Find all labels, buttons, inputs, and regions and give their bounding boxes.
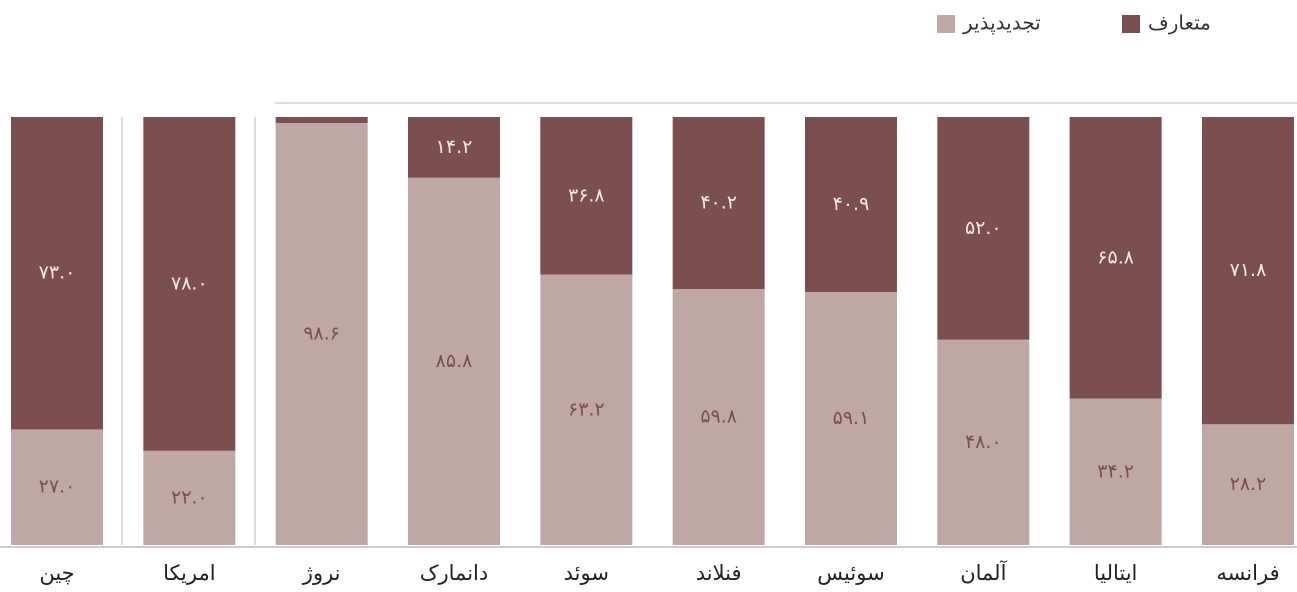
data-label: ۵۹.۸ bbox=[700, 406, 737, 428]
legend-swatch bbox=[937, 15, 955, 33]
x-tick-label: سوئیس bbox=[817, 561, 884, 585]
bar-segment bbox=[11, 429, 103, 545]
data-label: ۵۹.۱ bbox=[833, 407, 870, 429]
x-tick-label: آلمان bbox=[960, 560, 1007, 585]
data-label: ۶۳.۲ bbox=[568, 398, 605, 420]
bar-segment bbox=[1069, 398, 1162, 545]
x-tick-label: فنلاند bbox=[696, 561, 742, 585]
bar-segment bbox=[275, 122, 368, 545]
bar-segment bbox=[1201, 424, 1294, 545]
bar-segment bbox=[407, 177, 500, 545]
bar-segment bbox=[672, 117, 765, 290]
x-tick-label: فرانسه bbox=[1216, 561, 1279, 585]
data-label: ۷۱.۸ bbox=[1230, 259, 1267, 281]
data-label: ۲۸.۲ bbox=[1230, 473, 1267, 495]
x-tick-label: دانمارک bbox=[420, 561, 489, 585]
legend-label: تجدیدپذیر bbox=[962, 11, 1041, 36]
bar-segment bbox=[1201, 117, 1294, 425]
bar-segment bbox=[1069, 117, 1162, 399]
bar-segment bbox=[143, 450, 236, 545]
bar-segment bbox=[937, 117, 1030, 340]
bar-segment bbox=[804, 117, 897, 293]
data-label: ۹۸.۶ bbox=[303, 322, 340, 344]
legend-label: متعارف bbox=[1148, 11, 1211, 35]
data-label: ۴۰.۹ bbox=[833, 193, 870, 215]
x-tick-label: چین bbox=[39, 561, 74, 585]
data-label: ۴۰.۲ bbox=[700, 192, 737, 214]
bar-segment bbox=[275, 117, 368, 123]
data-label: ۵۲.۰ bbox=[965, 217, 1002, 239]
data-label: ۷۳.۰ bbox=[39, 262, 76, 284]
data-label: ۳۴.۲ bbox=[1097, 460, 1134, 482]
data-label: ۷۸.۰ bbox=[171, 272, 208, 294]
x-tick-label: امریکا bbox=[163, 561, 216, 585]
bar-segment bbox=[672, 289, 765, 545]
data-label: ۶۵.۸ bbox=[1097, 246, 1134, 268]
bar-segment bbox=[804, 292, 897, 545]
data-label: ۲۲.۰ bbox=[171, 486, 208, 508]
bar-segment bbox=[11, 117, 103, 430]
x-tick-label: سوئد bbox=[564, 561, 609, 585]
legend-swatch bbox=[1122, 15, 1140, 33]
data-label: ۲۷.۰ bbox=[39, 476, 76, 498]
data-label: ۳۶.۸ bbox=[568, 184, 605, 206]
bar-segment bbox=[540, 117, 633, 275]
data-label: ۴۸.۰ bbox=[965, 431, 1002, 453]
data-label: ۱۴.۲ bbox=[436, 136, 473, 158]
data-label: ۸۵.۸ bbox=[436, 350, 473, 372]
x-tick-label: ایتالیا bbox=[1094, 561, 1138, 585]
bar-segment bbox=[937, 339, 1030, 545]
bar-segment bbox=[407, 117, 500, 178]
bar-segment bbox=[540, 274, 633, 545]
bar-segment bbox=[143, 117, 236, 451]
x-tick-label: نروژ bbox=[302, 561, 341, 585]
